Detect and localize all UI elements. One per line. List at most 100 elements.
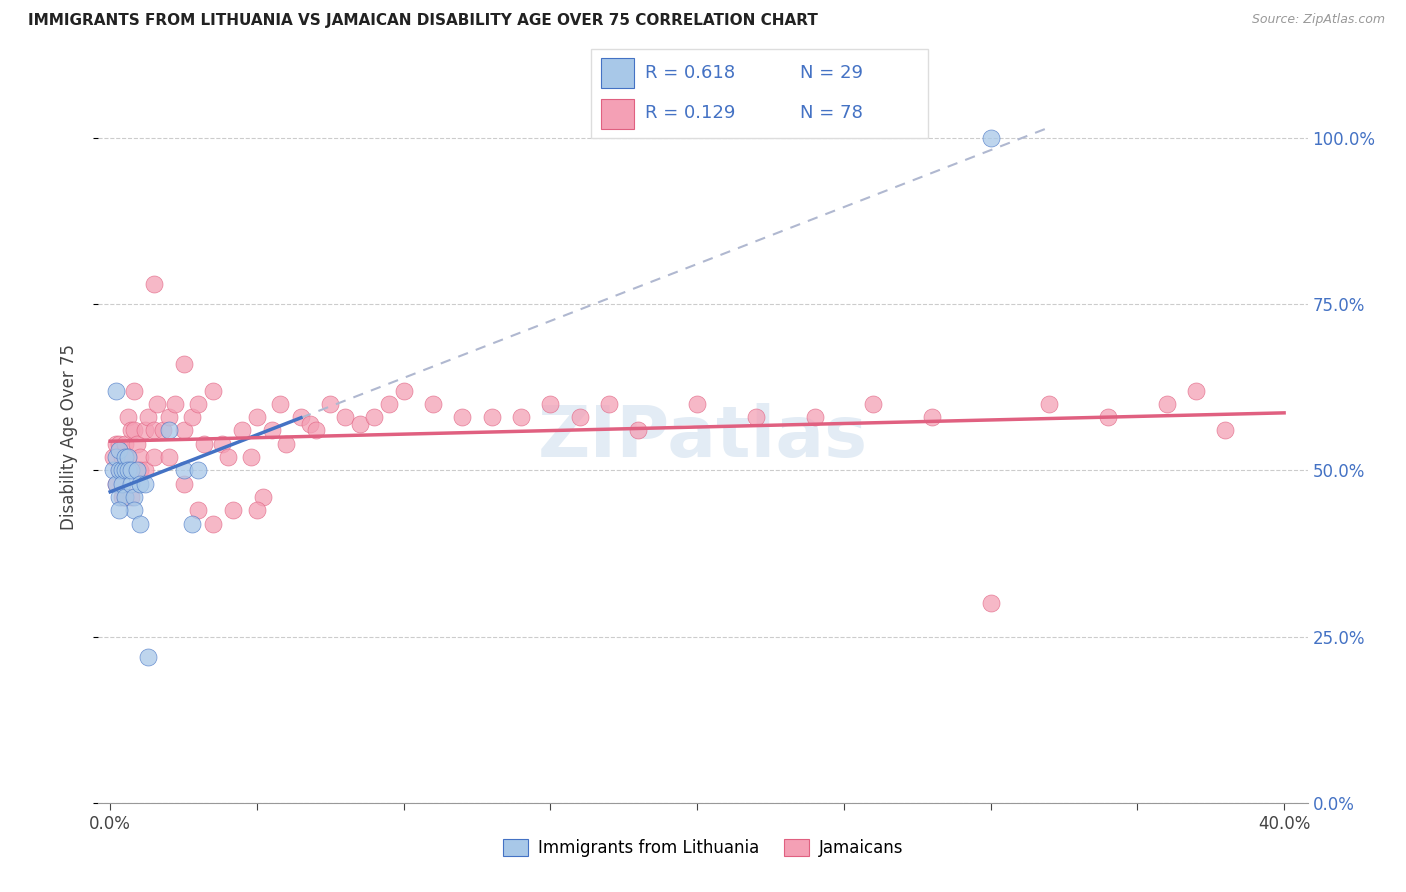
Point (125, 463, 148, 477)
Point (568, 410, 591, 425)
Point (143, 277, 166, 292)
Point (1156, 397, 1178, 411)
Point (803, 410, 825, 425)
Point (108, 463, 131, 477)
Point (163, 397, 186, 411)
Point (1038, 397, 1060, 411)
Point (276, 436, 298, 450)
Point (181, 410, 204, 425)
Point (105, 476, 128, 491)
Point (392, 384, 415, 398)
Point (173, 476, 195, 491)
Text: Source: ZipAtlas.com: Source: ZipAtlas.com (1251, 13, 1385, 27)
Point (980, 131, 1002, 145)
Point (319, 397, 342, 411)
Point (260, 424, 283, 438)
Point (252, 490, 274, 504)
Point (117, 450, 139, 464)
Point (125, 436, 148, 450)
Point (422, 397, 444, 411)
Text: IMMIGRANTS FROM LITHUANIA VS JAMAICAN DISABILITY AGE OVER 75 CORRELATION CHART: IMMIGRANTS FROM LITHUANIA VS JAMAICAN DI… (28, 13, 818, 29)
Point (134, 476, 156, 491)
Point (181, 516, 204, 531)
Point (304, 424, 326, 438)
Point (143, 450, 166, 464)
Point (157, 450, 180, 464)
Point (105, 384, 128, 398)
Text: N = 29: N = 29 (800, 64, 863, 82)
Point (122, 384, 145, 398)
Point (686, 397, 709, 411)
Point (108, 490, 131, 504)
FancyBboxPatch shape (591, 49, 928, 138)
Point (363, 410, 385, 425)
Point (187, 463, 209, 477)
Point (108, 503, 131, 517)
Point (246, 503, 269, 517)
Point (627, 424, 650, 438)
Point (193, 436, 215, 450)
Point (120, 490, 142, 504)
Legend: Immigrants from Lithuania, Jamaicans: Immigrants from Lithuania, Jamaicans (496, 832, 910, 864)
Point (114, 436, 136, 450)
Point (231, 424, 253, 438)
Text: ZIPatlas: ZIPatlas (538, 402, 868, 472)
Point (134, 463, 156, 477)
Point (134, 424, 156, 438)
Point (117, 450, 139, 464)
Text: R = 0.129: R = 0.129 (644, 104, 735, 122)
Point (173, 463, 195, 477)
Point (333, 410, 356, 425)
Point (349, 417, 371, 431)
Point (510, 410, 533, 425)
Point (187, 397, 209, 411)
Point (128, 463, 150, 477)
Point (111, 463, 134, 477)
Text: R = 0.618: R = 0.618 (644, 64, 735, 82)
Point (862, 397, 884, 411)
Point (173, 357, 195, 371)
Point (128, 516, 150, 531)
Point (117, 463, 139, 477)
Point (745, 410, 768, 425)
Point (136, 410, 159, 425)
Point (201, 516, 224, 531)
Point (290, 410, 312, 425)
Point (201, 384, 224, 398)
Point (114, 490, 136, 504)
Point (108, 463, 131, 477)
Point (108, 443, 131, 458)
Point (211, 436, 233, 450)
Point (1185, 384, 1208, 398)
Point (451, 410, 474, 425)
Point (108, 436, 131, 450)
Point (114, 463, 136, 477)
Point (246, 410, 269, 425)
Point (120, 463, 142, 477)
Point (111, 450, 134, 464)
Point (114, 490, 136, 504)
Point (128, 476, 150, 491)
Point (114, 450, 136, 464)
Point (269, 397, 291, 411)
Point (1215, 424, 1237, 438)
Point (101, 463, 124, 477)
Point (128, 450, 150, 464)
Point (157, 424, 180, 438)
Point (378, 397, 401, 411)
Point (298, 417, 321, 431)
Point (120, 424, 142, 438)
Point (105, 436, 128, 450)
Point (1097, 410, 1119, 425)
Point (187, 503, 209, 517)
Point (980, 596, 1002, 610)
Point (222, 503, 245, 517)
Point (538, 397, 561, 411)
Text: N = 78: N = 78 (800, 104, 863, 122)
Point (157, 410, 180, 425)
Y-axis label: Disability Age Over 75: Disability Age Over 75 (59, 344, 77, 530)
Point (114, 463, 136, 477)
Point (921, 410, 943, 425)
Point (217, 450, 239, 464)
Point (101, 450, 124, 464)
